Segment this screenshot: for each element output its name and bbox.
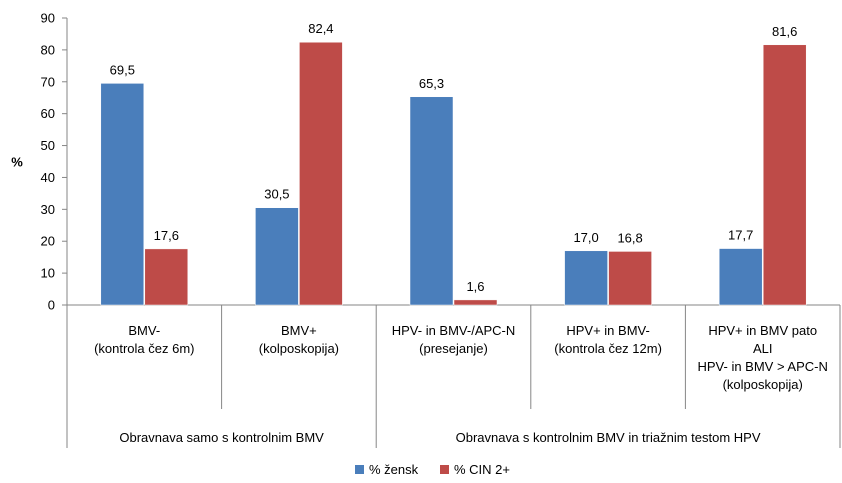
legend: % žensk % CIN 2+ <box>355 462 510 477</box>
category-label: BMV+ <box>281 323 317 338</box>
data-label: 65,3 <box>419 76 444 91</box>
y-tick-label: 60 <box>41 106 55 121</box>
bar <box>409 96 454 306</box>
y-tick-label: 10 <box>41 266 55 281</box>
y-tick-label: 20 <box>41 234 55 249</box>
data-label: 69,5 <box>110 62 135 77</box>
category-label: (kontrola čez 6m) <box>94 341 194 356</box>
axes: 0 10 20 30 40 50 60 70 80 90% <box>11 11 841 448</box>
data-label: 17,6 <box>154 228 179 243</box>
data-label: 82,4 <box>308 21 333 36</box>
y-tick-label: 50 <box>41 138 55 153</box>
bar <box>762 44 807 306</box>
category-label: (kontrola čez 12m) <box>554 341 662 356</box>
bar <box>255 207 299 306</box>
bar <box>100 83 145 306</box>
bar <box>299 41 343 306</box>
bars <box>100 41 807 306</box>
category-label: ALI <box>753 341 773 356</box>
bar <box>718 248 763 306</box>
data-label: 16,8 <box>617 230 642 245</box>
data-label: 81,6 <box>772 24 797 39</box>
bar <box>144 248 189 306</box>
category-label: (presejanje) <box>419 341 488 356</box>
y-tick-label: 40 <box>41 170 55 185</box>
bar <box>564 250 608 306</box>
y-axis-label: % <box>11 155 23 170</box>
category-label: HPV- in BMV-/APC-N <box>392 323 516 338</box>
category-label: BMV- <box>128 323 160 338</box>
data-label: 1,6 <box>466 279 484 294</box>
y-tick-label: 90 <box>41 11 55 26</box>
y-tick-label: 30 <box>41 202 55 217</box>
category-label: (kolposkopija) <box>723 377 803 392</box>
data-label: 17,0 <box>573 230 598 245</box>
category-label: HPV+ in BMV- <box>566 323 649 338</box>
legend-swatch <box>355 465 364 474</box>
category-label: HPV+ in BMV pato <box>708 323 817 338</box>
bar <box>608 251 652 306</box>
group-label: Obravnava samo s kontrolnim BMV <box>119 430 324 445</box>
data-label: 30,5 <box>264 187 289 202</box>
legend-label: % žensk <box>369 462 419 477</box>
bar <box>453 299 498 306</box>
group-label: Obravnava s kontrolnim BMV in triažnim t… <box>456 430 761 445</box>
legend-label: % CIN 2+ <box>454 462 510 477</box>
data-label: 17,7 <box>728 228 753 243</box>
data-labels: 69,5 30,5 65,3 17,0 17,7 17,6 82,4 1,6 16,8 81,6 <box>110 21 798 294</box>
y-tick-label: 0 <box>48 298 55 313</box>
category-label: HPV- in BMV > APC-N <box>697 359 827 374</box>
legend-swatch <box>440 465 449 474</box>
y-tick-label: 80 <box>41 42 55 57</box>
category-labels: BMV- (kontrola čez 6m) BMV+ (kolposkopija) H… <box>94 323 828 445</box>
y-tick-label: 70 <box>41 74 55 89</box>
category-label: (kolposkopija) <box>259 341 339 356</box>
